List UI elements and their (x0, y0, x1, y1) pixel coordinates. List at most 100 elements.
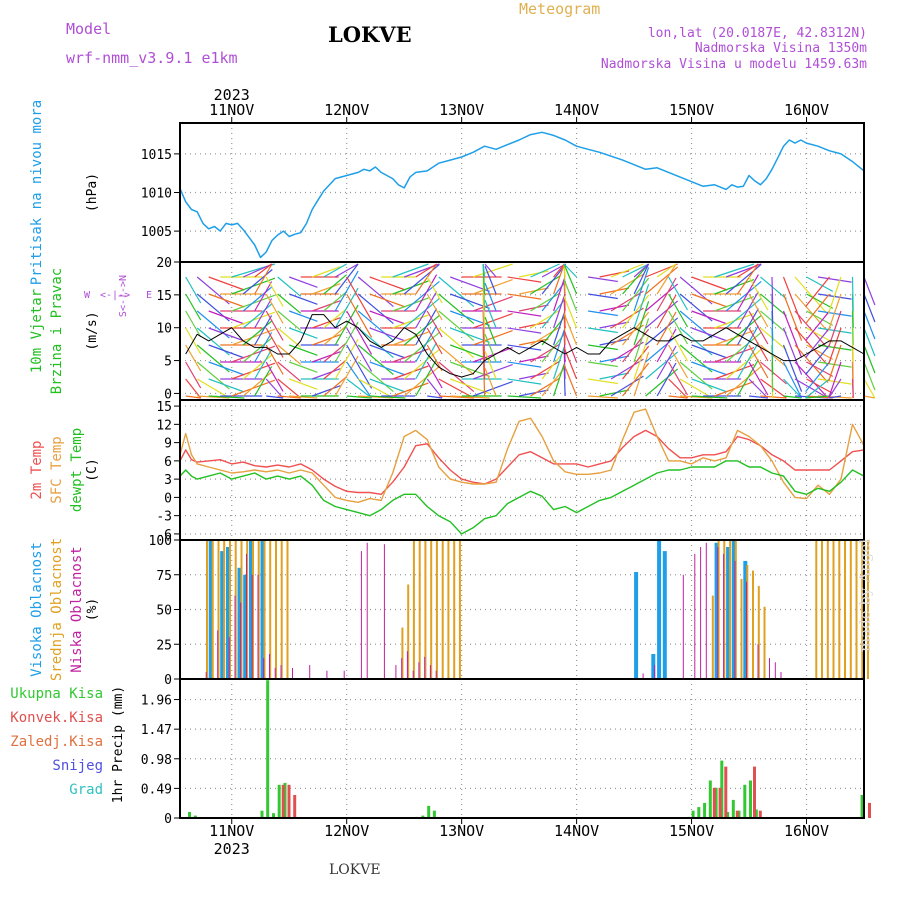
model-label: Model (66, 20, 112, 38)
wind-barb (415, 291, 438, 329)
cloud-bar (441, 540, 444, 679)
wind-barb (588, 378, 618, 385)
wind-barb (541, 263, 567, 295)
data-marks (179, 131, 876, 819)
wind-barb (208, 378, 245, 393)
ytick-label: 1005 (141, 225, 172, 240)
cloud-bar (269, 540, 272, 679)
wind-dir-legend: S<-|->N (118, 275, 129, 317)
wind-barb (725, 348, 762, 380)
wind-barb (507, 293, 542, 300)
wind-barb (323, 342, 347, 363)
unit-label-cloud: (%) (85, 598, 100, 621)
wind-barb (645, 351, 679, 380)
wind-barb (449, 378, 490, 394)
precip-bar (735, 810, 739, 818)
wind-barb (691, 310, 728, 325)
wind-barb (438, 327, 475, 359)
wind-barb (415, 274, 438, 312)
wind-barb (760, 310, 787, 334)
cloud-bar (211, 540, 214, 679)
precip-bar (714, 787, 718, 818)
precip-bar (754, 809, 758, 818)
precip-bar (266, 680, 270, 818)
legend-temperature: dewpt Temp (69, 428, 85, 512)
wind-barb (691, 395, 728, 399)
legend-pressure: Pritisak na nivou mora (29, 100, 45, 285)
wind-barb (530, 343, 560, 363)
cloud-bar (821, 540, 823, 679)
wind-barb (438, 395, 474, 399)
wind-barb (334, 321, 359, 363)
wind-barb (288, 327, 318, 339)
precip-bar (421, 815, 425, 818)
legend-cloud: Niska Oblacnost (69, 546, 85, 672)
wind-barb (588, 395, 618, 399)
ytick-label: 1.47 (141, 723, 172, 738)
wind-barb (266, 395, 284, 399)
wind-barb (185, 378, 202, 399)
legend-cloud: Srednja Oblacnost (49, 538, 65, 681)
wind-barb (863, 310, 876, 340)
cloud-bar (654, 665, 656, 679)
bottom-year-label: 2023 (214, 840, 250, 858)
wind-barb (518, 304, 549, 312)
wind-barb (645, 283, 679, 312)
wind-barb (794, 327, 829, 366)
wind-barb (323, 359, 347, 380)
wind-barb (185, 310, 202, 338)
cloud-bar (634, 572, 639, 679)
cloud-bar (815, 540, 818, 679)
wind-barb (563, 313, 578, 346)
cloud-bar (229, 540, 231, 679)
wind-barb (633, 352, 650, 397)
cloud-bar (257, 540, 260, 679)
wind-barb (507, 310, 542, 317)
cloud-bar (642, 673, 644, 679)
wind-barb (334, 304, 359, 346)
pressure-line (179, 131, 865, 259)
cloud-bar (757, 585, 760, 679)
cloud-bar (234, 540, 237, 679)
wind-barb (507, 276, 542, 283)
wind-barb (771, 276, 774, 308)
wind-barb (633, 263, 650, 295)
wind-barb (438, 293, 475, 325)
cloud-bar (412, 540, 415, 679)
wind-barb (415, 342, 438, 380)
wind-barb (656, 263, 677, 278)
wind-barb (208, 327, 245, 342)
ytick-label: 75 (156, 569, 172, 584)
wind-barb (680, 395, 713, 399)
cloud-bar (682, 574, 684, 680)
wind-barb (805, 378, 830, 399)
cloud-bar (694, 553, 696, 679)
precip-bar (703, 802, 707, 818)
cloud-bar (769, 658, 770, 679)
wind-barb (748, 327, 769, 362)
panel-bg-pressure (180, 123, 864, 262)
cloud-bar (407, 584, 410, 679)
legend-precip: Snijeg (52, 758, 103, 774)
wind-barb (254, 298, 273, 329)
wind-barb (289, 395, 318, 399)
wind-barb (645, 368, 679, 397)
wind-barb (656, 263, 677, 295)
cloud-bar (734, 540, 737, 679)
wind-barb (748, 310, 769, 345)
wind-barb (323, 291, 347, 312)
wind-barb (449, 361, 490, 377)
wind-dir-legend: W (84, 290, 91, 301)
wind-barb (484, 367, 497, 397)
wind-barb (484, 350, 497, 380)
unit-label-precip: 1hr Precip (mm) (111, 686, 126, 803)
cloud-bar (453, 540, 456, 679)
cloud-bar (424, 540, 427, 679)
wind-barb (346, 378, 372, 399)
cloud-bar (844, 540, 846, 679)
cloud-bar (226, 547, 230, 679)
cloud-bar (662, 551, 667, 679)
wind-barb (805, 293, 830, 324)
wind-barb (668, 276, 689, 311)
wind-barb (311, 266, 341, 278)
